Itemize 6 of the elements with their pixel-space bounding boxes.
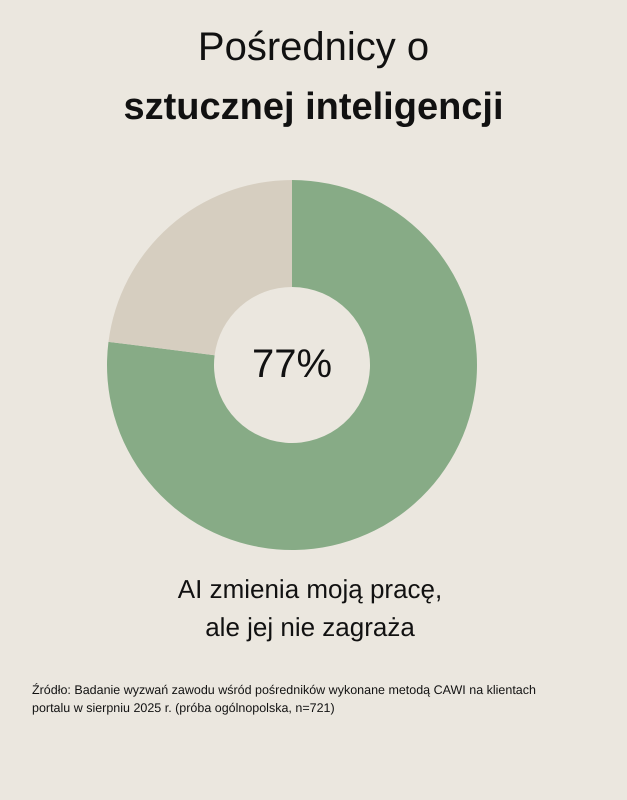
donut-slice [107,180,477,550]
data-label: 77% [252,342,332,386]
text: Źródło: Badanie wyzwań zawodu wśród pośredników wykonane metodą CAWI na klientach portalu w sierpniu 2025 r. (próba ogólnopolska, n=721) [32,683,536,715]
text: AI zmienia moją pracę, ale jej nie zagraża [178,574,442,642]
chart-subtitle: sztucznej inteligencji [123,86,504,128]
chart-title: Pośrednicy o [198,25,430,69]
